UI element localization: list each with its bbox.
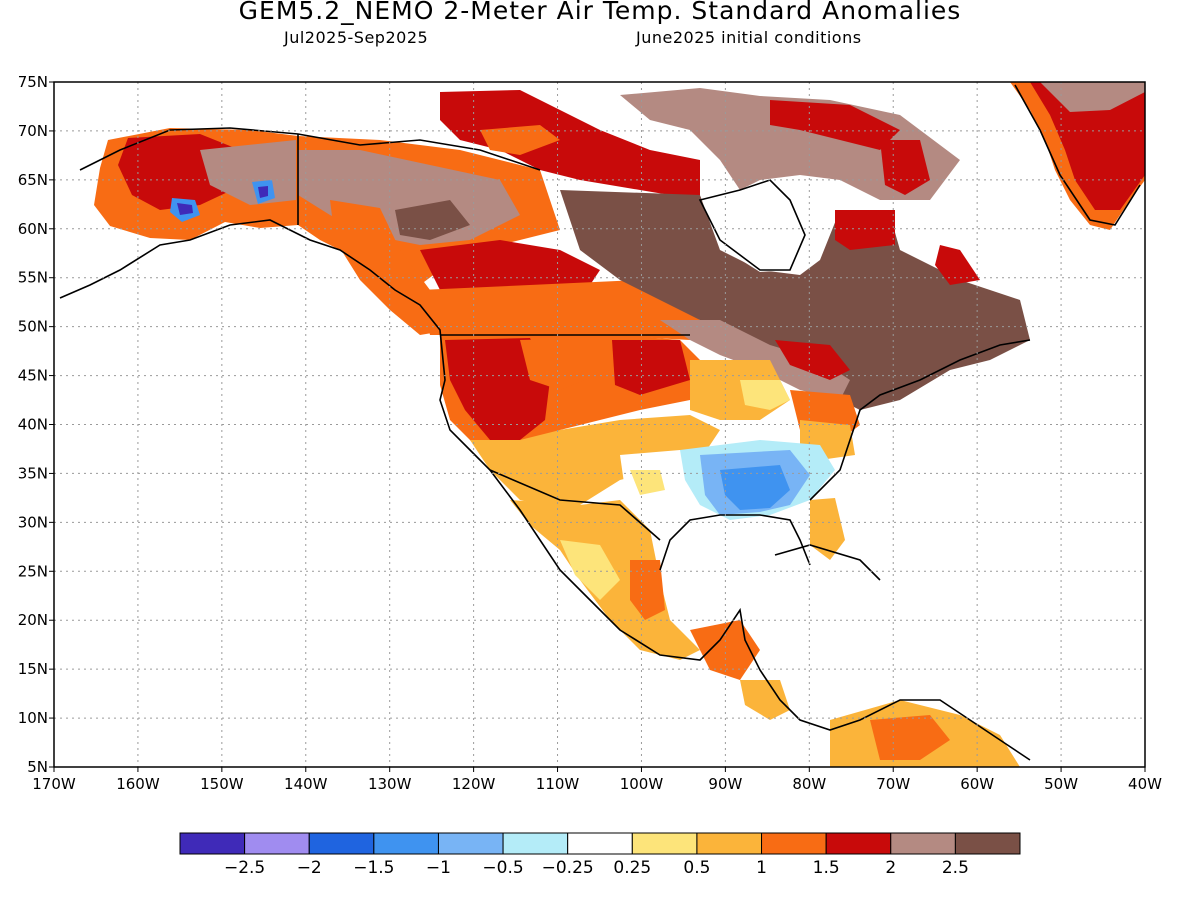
lat-tick-label: 75N: [18, 73, 48, 91]
lat-tick-label: 5N: [27, 758, 48, 776]
longitude-ticks: 170W 160W 150W 140W 130W 120W 110W 100W 90W 80W 70…: [32, 767, 1162, 793]
anomaly-patch-montana: [520, 338, 610, 390]
lon-tick-label: 80W: [792, 775, 826, 793]
cold-spot-alaska-1-core: [177, 203, 193, 215]
anomaly-patch-ontario: [775, 340, 850, 380]
colorbar-swatch: [567, 832, 633, 855]
anomaly-patch-midwest-yellow: [740, 380, 790, 410]
lon-tick-label: 160W: [116, 775, 160, 793]
lat-tick-label: 65N: [18, 171, 48, 189]
lon-tick-label: 40W: [1128, 775, 1162, 793]
cold-spot-alaska-2-core: [258, 186, 268, 198]
lat-tick-label: 70N: [18, 122, 48, 140]
colorbar-label: −1.5: [353, 858, 394, 878]
lon-tick-label: 100W: [620, 775, 664, 793]
colorbar-swatch: [890, 832, 956, 855]
colorbar-swatch: [502, 832, 569, 855]
lon-tick-label: 50W: [1044, 775, 1078, 793]
colorbar-label: 2: [885, 858, 896, 878]
colorbar-swatch: [179, 832, 246, 855]
lat-tick-label: 10N: [18, 709, 48, 727]
lat-tick-label: 45N: [18, 367, 48, 385]
anomaly-patch-northwest-us: [445, 338, 550, 440]
lon-tick-label: 90W: [708, 775, 742, 793]
anomaly-patch-baffin-south: [880, 140, 930, 195]
colorbar-swatch: [308, 832, 375, 855]
colorbar-swatch: [631, 832, 698, 855]
anomaly-patch-arctic-orange: [480, 125, 560, 155]
colorbar-swatch: [761, 832, 827, 855]
anomaly-patch-mexico-east: [630, 560, 665, 620]
lat-tick-label: 30N: [18, 513, 48, 531]
colorbar-swatch: [825, 832, 892, 855]
anomaly-patch-baffin: [770, 100, 900, 150]
anomaly-patch-bc-coast: [330, 200, 450, 335]
anomaly-patch-south-america-core: [870, 715, 950, 760]
anomaly-patch-texas-yellow: [630, 470, 665, 495]
anomaly-patch-greenland-brown: [1040, 82, 1145, 112]
anomaly-patch-labrador: [835, 210, 895, 250]
latitude-ticks: 5N 10N 15N 20N 25N 30N 35N 40N 45N 50N 55N 60N 65N 70…: [18, 73, 54, 776]
lon-tick-label: 140W: [284, 775, 328, 793]
anomaly-patch-central-america-south: [740, 680, 790, 720]
anomaly-patch-greenland-core: [1030, 82, 1145, 210]
colorbar-label: 0.25: [613, 858, 651, 878]
anomaly-patch-hudson-quebec: [560, 190, 1030, 410]
lon-tick-label: 110W: [536, 775, 580, 793]
anomaly-patch-southwest-us: [470, 415, 720, 510]
lat-tick-label: 15N: [18, 660, 48, 678]
initial-conditions: June2025 initial conditions: [636, 28, 862, 47]
lat-tick-label: 55N: [18, 269, 48, 287]
colorbar-label: 1: [756, 858, 767, 878]
lon-tick-label: 70W: [876, 775, 910, 793]
map-title: GEM5.2_NEMO 2-Meter Air Temp. Standard A…: [238, 0, 962, 25]
colorbar-label: 1.5: [813, 858, 840, 878]
colorbar-swatch: [954, 832, 1021, 855]
colorbar-swatch: [696, 832, 763, 855]
lon-tick-label: 130W: [368, 775, 412, 793]
colorbar-label: −1: [426, 858, 451, 878]
anomaly-patch-arctic-islands: [440, 90, 700, 200]
lon-tick-label: 60W: [960, 775, 994, 793]
lat-tick-label: 20N: [18, 611, 48, 629]
colorbar-label: −2.5: [224, 858, 265, 878]
colorbar-swatch: [244, 832, 310, 855]
coastlines: [59, 84, 1141, 761]
colorbar-swatch: [437, 832, 504, 855]
anomaly-patch-dakotas: [612, 340, 690, 395]
anomaly-patch-central-america: [690, 620, 760, 680]
anomaly-patch-prairies: [420, 280, 700, 340]
anomaly-patch-labrador-coast: [935, 245, 980, 285]
colorbar-label: 0.5: [683, 858, 710, 878]
lat-tick-label: 25N: [18, 562, 48, 580]
anomaly-field: [94, 82, 1145, 767]
anomaly-patch-yukon-dark: [395, 200, 470, 240]
lat-tick-label: 50N: [18, 318, 48, 336]
colorbar-label: −0.5: [482, 858, 523, 878]
anomaly-patch-florida: [810, 498, 845, 560]
colorbar-swatch: [373, 832, 439, 855]
lat-tick-label: 40N: [18, 416, 48, 434]
cold-patch-southeast-core: [720, 465, 790, 510]
lat-tick-label: 60N: [18, 220, 48, 238]
forecast-period: Jul2025-Sep2025: [284, 28, 429, 47]
hudson-bay-water: [700, 190, 800, 272]
lon-tick-label: 120W: [452, 775, 496, 793]
lon-tick-label: 150W: [200, 775, 244, 793]
gridlines: [54, 82, 1145, 767]
lon-tick-label: 170W: [32, 775, 76, 793]
colorbar-label: 2.5: [942, 858, 969, 878]
colorbar-label: −0.25: [542, 858, 594, 878]
anomaly-patch-mexico-yellow: [560, 540, 620, 600]
anomaly-patch-arctic-brown: [620, 88, 960, 200]
colorbar: −2.5 −2 −1.5 −1 −0.5 −0.25 0.25 0.5 1 1.5 2 2.5: [179, 832, 1021, 878]
colorbar-label: −2: [297, 858, 322, 878]
lat-tick-label: 35N: [18, 464, 48, 482]
